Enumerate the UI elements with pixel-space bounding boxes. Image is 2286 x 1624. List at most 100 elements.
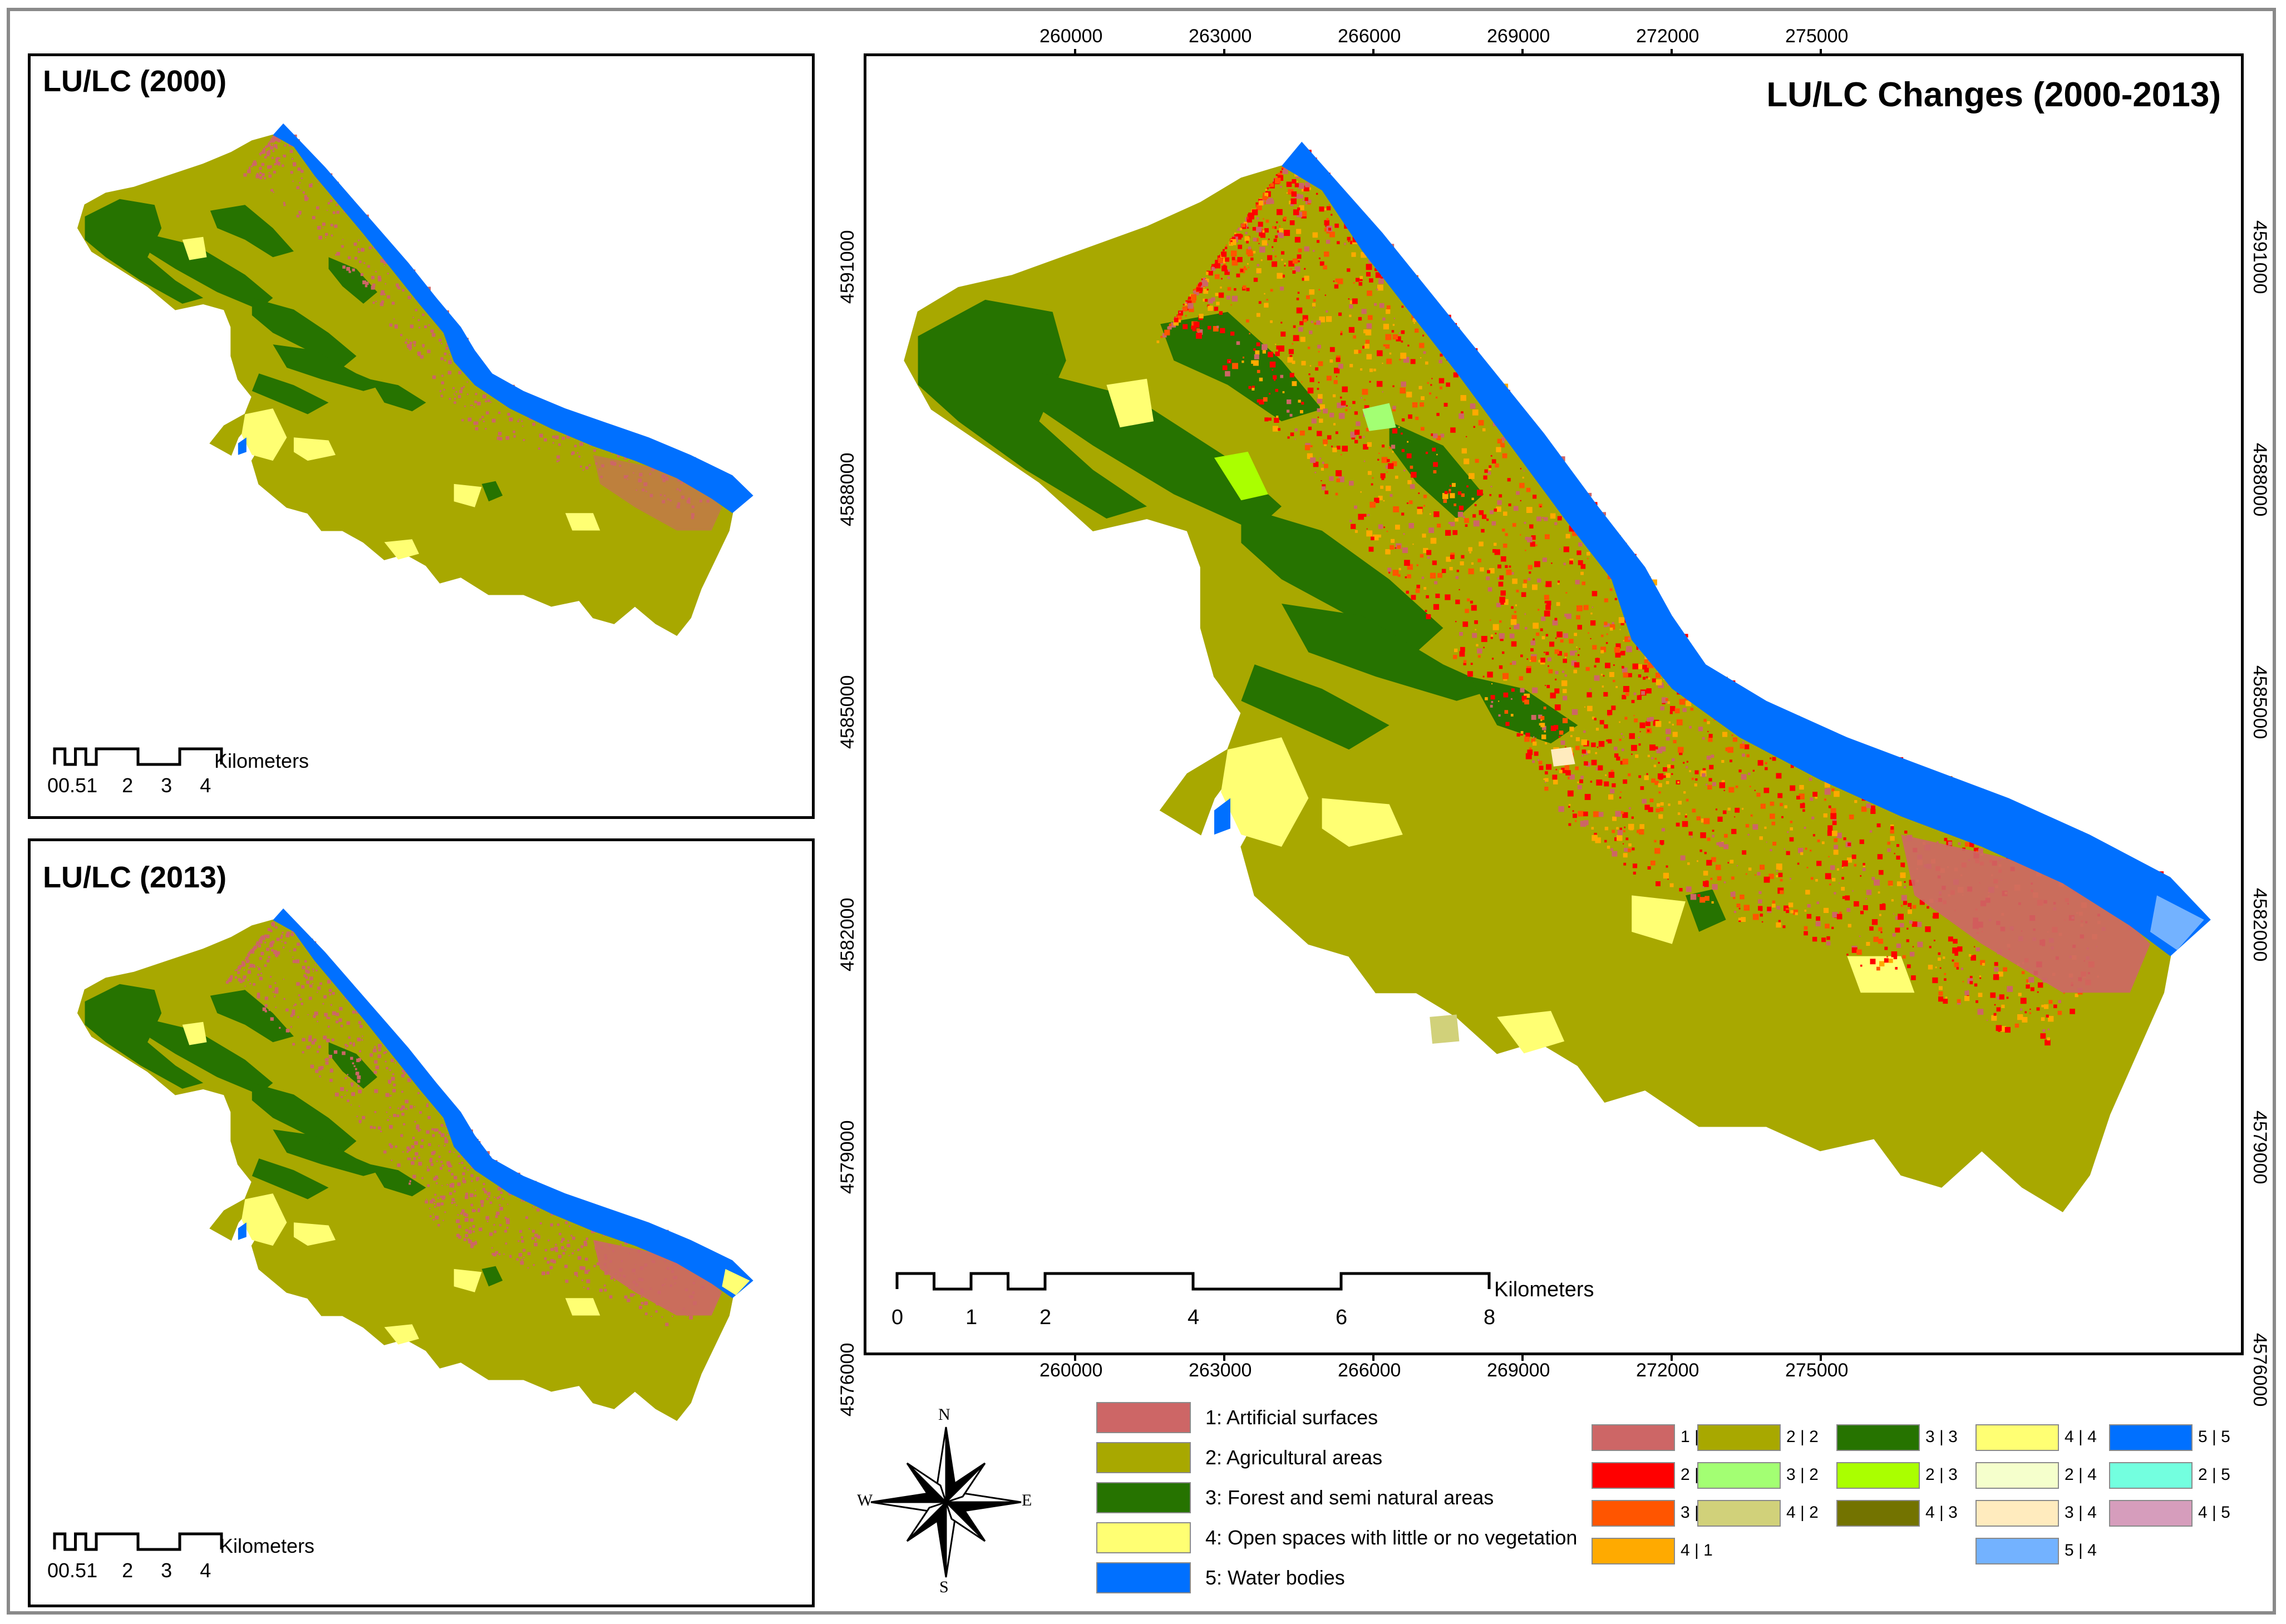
urban-pixel <box>402 289 405 292</box>
urban-area <box>593 1240 722 1316</box>
urban-pixel <box>523 439 525 441</box>
urban-pixel <box>1241 223 1245 228</box>
urban-pixel <box>1823 813 1827 818</box>
urban-pixel <box>1890 826 1894 830</box>
urban-pixel <box>266 151 270 155</box>
urban-pixel <box>264 934 267 937</box>
urban-pixel <box>518 1240 520 1242</box>
urban-pixel <box>419 1129 421 1131</box>
urban-pixel <box>1532 687 1538 693</box>
urban-pixel <box>1712 835 1714 838</box>
urban-pixel <box>1403 357 1410 363</box>
urban-pixel <box>417 351 421 356</box>
urban-pixel <box>1477 655 1481 658</box>
urban-pixel <box>1192 327 1196 332</box>
urban-pixel <box>266 153 269 156</box>
urban-pixel <box>1619 796 1622 799</box>
urban-pixel <box>1349 520 1352 522</box>
urban-pixel <box>1312 303 1316 307</box>
urban-pixel <box>396 1114 400 1117</box>
urban-pixel <box>477 402 481 406</box>
urban-pixel <box>238 978 242 981</box>
urban-pixel <box>446 1134 449 1136</box>
urban-pixel <box>1293 325 1296 328</box>
urban-pixel <box>500 1191 503 1194</box>
urban-pixel <box>1323 439 1328 445</box>
urban-pixel <box>421 1177 423 1179</box>
urban-pixel <box>362 1115 366 1119</box>
urban-pixel <box>1701 818 1705 823</box>
urban-pixel <box>1430 572 1436 579</box>
urban-pixel <box>534 1233 538 1237</box>
urban-pixel <box>1392 570 1399 576</box>
urban-pixel <box>274 145 277 147</box>
urban-pixel <box>260 973 262 975</box>
urban-pixel <box>580 465 582 468</box>
urban-pixel <box>327 1025 330 1028</box>
urban-pixel <box>1395 475 1398 479</box>
urban-pixel <box>1869 830 1873 833</box>
urban-pixel <box>1465 609 1469 613</box>
urban-pixel <box>1555 670 1559 674</box>
urban-pixel <box>1211 297 1215 302</box>
urban-pixel <box>644 1301 648 1305</box>
urban-pixel <box>1667 764 1671 768</box>
urban-pixel <box>1712 830 1714 832</box>
urban-pixel <box>1520 733 1523 736</box>
urban-pixel <box>1483 646 1485 649</box>
urban-pixel <box>1341 401 1346 406</box>
urban-pixel <box>1248 246 1252 250</box>
urban-pixel <box>1525 626 1528 630</box>
urban-pixel <box>1520 534 1521 536</box>
urban-pixel <box>1392 385 1395 387</box>
urban-pixel <box>1353 335 1356 339</box>
urban-pixel <box>1836 914 1842 920</box>
urban-pixel <box>589 464 591 466</box>
urban-pixel <box>1645 676 1648 679</box>
urban-pixel <box>264 941 267 944</box>
urban-pixel <box>1689 725 1692 729</box>
urban-pixel <box>2028 982 2029 984</box>
urban-pixel <box>1516 589 1519 593</box>
urban-pixel <box>1538 659 1541 663</box>
urban-pixel <box>414 1120 416 1123</box>
urban-pixel <box>465 1233 469 1237</box>
inland-water <box>238 437 247 455</box>
urban-pixel <box>1647 866 1651 870</box>
urban-pixel <box>252 162 255 166</box>
urban-pixel <box>1616 827 1619 830</box>
urban-pixel <box>1387 459 1390 462</box>
urban-pixel <box>272 144 273 145</box>
urban-pixel <box>400 1134 403 1137</box>
urban-pixel <box>1916 921 1922 927</box>
urban-pixel <box>1294 258 1297 261</box>
urban-pixel <box>568 1255 570 1256</box>
change-legend-label: 2 | 2 <box>1786 1428 1819 1446</box>
urban-pixel <box>1304 246 1309 251</box>
urban-pixel <box>322 227 324 229</box>
urban-pixel <box>1638 829 1644 835</box>
urban-pixel <box>1612 783 1616 788</box>
urban-pixel <box>1998 971 2003 977</box>
urban-pixel <box>1258 243 1260 244</box>
urban-pixel <box>496 1211 500 1216</box>
urban-pixel <box>1645 721 1651 727</box>
change-patch <box>1214 451 1268 501</box>
urban-pixel <box>1253 278 1258 282</box>
urban-pixel <box>2040 1033 2046 1039</box>
urban-pixel <box>401 1105 405 1109</box>
urban-pixel <box>329 1069 333 1073</box>
urban-pixel <box>1326 316 1332 322</box>
urban-pixel <box>1667 701 1670 704</box>
urban-pixel <box>1723 789 1725 791</box>
urban-pixel <box>1407 441 1409 443</box>
urban-pixel <box>1721 760 1725 763</box>
urban-pixel <box>387 1119 389 1121</box>
urban-pixel <box>1732 737 1737 742</box>
urban-pixel <box>1649 717 1654 722</box>
urban-pixel <box>1871 877 1875 881</box>
urban-pixel <box>348 1036 351 1039</box>
urban-pixel <box>260 937 264 940</box>
urban-pixel <box>1366 264 1372 270</box>
legend-item: 1: Artificial surfaces <box>1096 1402 1378 1433</box>
